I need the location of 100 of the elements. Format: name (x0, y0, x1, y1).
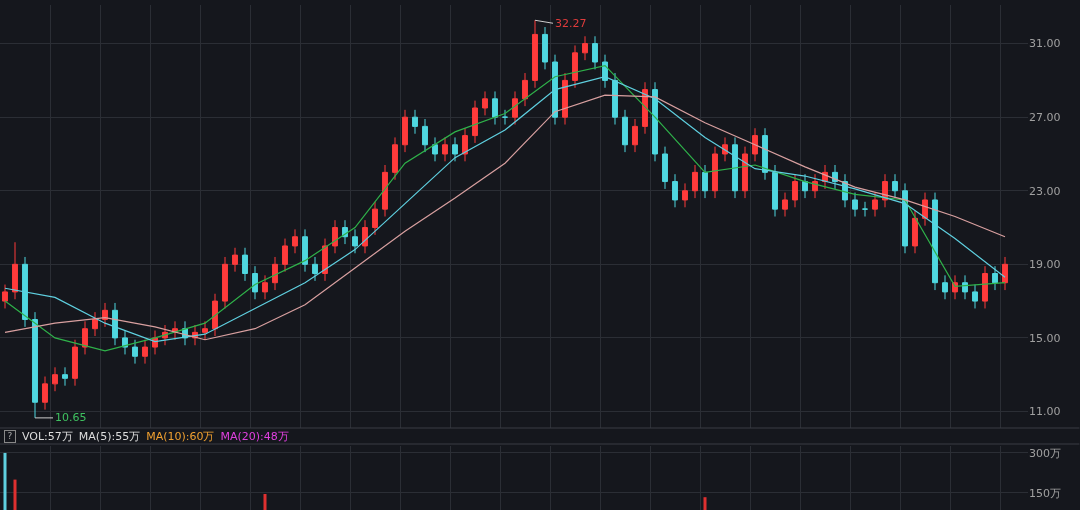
text: MA(10):60万 (146, 429, 215, 444)
y-tick-label: 19.00 (1029, 258, 1061, 272)
text: MA(20):48万 (220, 429, 289, 444)
candlestick (702, 164, 708, 199)
candlestick (552, 54, 558, 126)
candlestick (682, 182, 688, 208)
candlestick (442, 136, 448, 162)
candlestick (502, 109, 508, 126)
annotation: 10.65 (55, 411, 87, 424)
candlestick (812, 173, 818, 199)
candlestick (742, 146, 748, 199)
candlestick (582, 35, 588, 61)
text: VOL:57万 (22, 429, 73, 444)
candlestick (202, 320, 208, 341)
candlestick (92, 311, 98, 337)
candlestick (132, 339, 138, 365)
y-tick-label: 27.00 (1029, 111, 1061, 125)
candlestick (712, 146, 718, 199)
candlestick (912, 210, 918, 254)
candlestick (322, 238, 328, 282)
candlestick (22, 256, 28, 328)
y-tick-label: 150万 (1029, 486, 1061, 500)
candlestick (432, 136, 438, 162)
candlestick (242, 247, 248, 282)
candlestick (12, 241, 18, 300)
candlestick (462, 127, 468, 162)
candlestick (492, 90, 498, 126)
candlestick (972, 284, 978, 309)
candlestick (422, 118, 428, 153)
candlestick (732, 136, 738, 199)
candlestick (372, 201, 378, 236)
candlestick (142, 339, 148, 365)
candlestick (632, 118, 638, 153)
candlestick (522, 72, 528, 107)
y-tick-label: 11.00 (1029, 405, 1061, 419)
candlestick (692, 164, 698, 199)
candlestick (122, 330, 128, 355)
candlestick (352, 228, 358, 254)
candlestick (52, 366, 58, 392)
annotation: 32.27 (555, 17, 587, 30)
text: MA(5):55万 (78, 429, 141, 444)
candlestick (72, 339, 78, 387)
candlestick (772, 164, 778, 217)
candlestick (232, 247, 238, 273)
candlestick (532, 19, 538, 89)
candlestick (412, 109, 418, 135)
candlestick (42, 376, 48, 411)
candlestick (782, 192, 788, 217)
candlestick (892, 173, 898, 199)
candlestick (402, 109, 408, 153)
candlestick (302, 228, 308, 273)
y-tick-label: 300万 (1029, 446, 1061, 460)
candlestick (82, 320, 88, 355)
candlestick (792, 173, 798, 208)
candlestick (992, 265, 998, 291)
candlestick (282, 238, 288, 273)
candlestick (942, 274, 948, 300)
candlestick (112, 302, 118, 346)
candlestick (862, 201, 868, 217)
candlestick (542, 26, 548, 70)
candlestick (312, 256, 318, 282)
y-tick-label: 15.00 (1029, 331, 1061, 345)
candlestick (222, 256, 228, 309)
candlestick (362, 219, 368, 254)
text: ? (4, 430, 16, 443)
candlestick (212, 293, 218, 337)
candlestick (292, 228, 298, 254)
candlestick (852, 192, 858, 217)
candlestick (802, 173, 808, 199)
candlestick (932, 192, 938, 291)
candlestick (872, 192, 878, 217)
candlestick (622, 109, 628, 153)
candlestick (452, 136, 458, 162)
candlestick (572, 44, 578, 89)
candlestick (32, 311, 38, 419)
candlestick (902, 182, 908, 254)
candlestick (252, 265, 258, 300)
candlestick (652, 81, 658, 162)
candlestick (832, 164, 838, 190)
candlestick (662, 146, 668, 190)
candlestick (1002, 256, 1008, 291)
candlestick (982, 265, 988, 309)
candlestick (512, 90, 518, 126)
candlestick (102, 302, 108, 328)
candlestick (382, 164, 388, 217)
candlestick (562, 72, 568, 126)
y-tick-label: 23.00 (1029, 184, 1061, 198)
y-tick-label: 31.00 (1029, 37, 1061, 51)
candlestick (392, 136, 398, 181)
candlestick (262, 274, 268, 300)
candlestick (472, 100, 478, 144)
candlestick (592, 35, 598, 70)
candlestick (672, 173, 678, 208)
candlestick (482, 90, 488, 116)
candlestick (752, 127, 758, 162)
candlestick (612, 72, 618, 126)
candlestick (272, 256, 278, 291)
candlestick (332, 219, 338, 254)
candlestick (2, 284, 8, 309)
candlestick (62, 366, 68, 387)
